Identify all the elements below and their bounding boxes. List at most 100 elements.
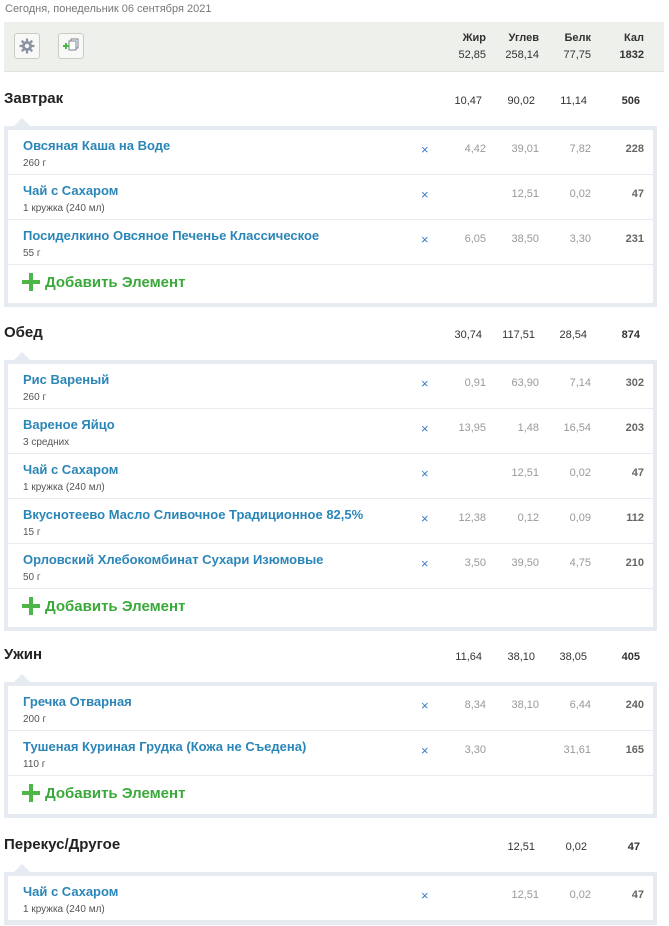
food-portion: 3 средних — [23, 437, 70, 448]
food-protein: 6,44 — [569, 699, 591, 711]
protein-total: 77,75 — [563, 49, 591, 61]
meal-items-box: Чай с Сахаром 1 кружка (240 мл) × 12,51 0,02… — [4, 872, 657, 925]
food-calories: 203 — [625, 422, 644, 434]
meal-title: Завтрак — [4, 90, 64, 107]
food-name-link[interactable]: Чай с Сахаром — [23, 884, 119, 899]
delete-icon[interactable]: × — [421, 466, 429, 481]
calories-header: Кал — [624, 32, 644, 44]
add-item-button[interactable]: Добавить Элемент — [8, 589, 653, 627]
gear-icon — [19, 38, 35, 54]
food-protein: 0,02 — [569, 889, 591, 901]
food-portion: 15 г — [23, 527, 41, 538]
settings-button[interactable] — [14, 33, 40, 59]
meal-protein-total: 28,54 — [559, 329, 587, 341]
meal-fat-total: 30,74 — [454, 329, 482, 341]
meal-protein-total: 0,02 — [565, 841, 587, 853]
meal-items-box: Рис Вареный 260 г × 0,91 63,90 7,14 302 Вареное… — [4, 360, 657, 631]
food-row: Овсяная Каша на Воде 260 г × 4,42 39,01 7,82 2… — [8, 130, 653, 175]
food-row: Чай с Сахаром 1 кружка (240 мл) × 12,51 0,02… — [8, 876, 653, 921]
food-carbs: 1,48 — [517, 422, 539, 434]
meal-calories-total: 874 — [621, 329, 640, 341]
delete-icon[interactable]: × — [421, 888, 429, 903]
food-calories: 210 — [625, 557, 644, 569]
food-name-link[interactable]: Рис Вареный — [23, 372, 110, 387]
meal-protein-total: 38,05 — [559, 651, 587, 663]
add-item-label: Добавить Элемент — [45, 598, 186, 615]
plus-icon — [22, 273, 40, 291]
food-name-link[interactable]: Орловский Хлебокомбинат Сухари Изюмовые — [23, 552, 324, 567]
meal-carbs-total: 12,51 — [507, 841, 535, 853]
food-row: Гречка Отварная 200 г × 8,34 38,10 6,44 240 — [8, 686, 653, 731]
food-calories: 240 — [625, 699, 644, 711]
protein-header: Белк — [564, 32, 591, 44]
food-fat: 4,42 — [464, 143, 486, 155]
food-name-link[interactable]: Чай с Сахаром — [23, 462, 119, 477]
food-fat: 6,05 — [464, 233, 486, 245]
meal-title: Перекус/Другое — [4, 836, 121, 853]
food-fat: 12,38 — [458, 512, 486, 524]
food-carbs: 12,51 — [511, 889, 539, 901]
food-row: Тушеная Куриная Грудка (Кожа не Съедена)… — [8, 731, 653, 776]
food-protein: 0,02 — [569, 188, 591, 200]
fat-total: 52,85 — [458, 49, 486, 61]
meal-pointer — [14, 352, 30, 360]
delete-icon[interactable]: × — [421, 743, 429, 758]
food-portion: 1 кружка (240 мл) — [23, 482, 105, 493]
food-calories: 47 — [631, 889, 644, 901]
copy-meal-button[interactable] — [58, 33, 84, 59]
food-name-link[interactable]: Вкуснотеево Масло Сливочное Традиционное… — [23, 507, 364, 522]
meal-fat-total: 10,47 — [454, 95, 482, 107]
delete-icon[interactable]: × — [421, 187, 429, 202]
carbs-total: 258,14 — [505, 49, 539, 61]
food-name-link[interactable]: Овсяная Каша на Воде — [23, 138, 171, 153]
food-row: Вкуснотеево Масло Сливочное Традиционное… — [8, 499, 653, 544]
food-portion: 260 г — [23, 158, 47, 169]
delete-icon[interactable]: × — [421, 142, 429, 157]
food-carbs: 12,51 — [511, 467, 539, 479]
food-name-link[interactable]: Вареное Яйцо — [23, 417, 115, 432]
food-protein: 3,30 — [569, 233, 591, 245]
meal-title: Обед — [4, 324, 43, 341]
meal-items-box: Овсяная Каша на Воде 260 г × 4,42 39,01 7,82 2… — [4, 126, 657, 307]
food-calories: 231 — [625, 233, 644, 245]
food-calories: 47 — [631, 467, 644, 479]
delete-icon[interactable]: × — [421, 698, 429, 713]
add-item-label: Добавить Элемент — [45, 785, 186, 802]
delete-icon[interactable]: × — [421, 511, 429, 526]
food-protein: 4,75 — [569, 557, 591, 569]
food-row: Посиделкино Овсяное Печенье Классическое… — [8, 220, 653, 265]
food-name-link[interactable]: Посиделкино Овсяное Печенье Классическое — [23, 228, 320, 243]
delete-icon[interactable]: × — [421, 421, 429, 436]
food-fat: 3,50 — [464, 557, 486, 569]
food-protein: 7,82 — [569, 143, 591, 155]
food-name-link[interactable]: Тушеная Куриная Грудка (Кожа не Съедена) — [23, 739, 307, 754]
meal-carbs-total: 117,51 — [502, 329, 535, 341]
food-row: Чай с Сахаром 1 кружка (240 мл) × 12,51 0,02… — [8, 454, 653, 499]
food-row: Чай с Сахаром 1 кружка (240 мл) × 12,51 0,02… — [8, 175, 653, 220]
food-carbs: 63,90 — [511, 377, 539, 389]
add-item-button[interactable]: Добавить Элемент — [8, 265, 653, 303]
food-protein: 16,54 — [563, 422, 591, 434]
add-item-button[interactable]: Добавить Элемент — [8, 776, 653, 814]
food-carbs: 39,50 — [511, 557, 539, 569]
food-name-link[interactable]: Гречка Отварная — [23, 694, 132, 709]
food-carbs: 38,10 — [511, 699, 539, 711]
food-name-link[interactable]: Чай с Сахаром — [23, 183, 119, 198]
food-carbs: 38,50 — [511, 233, 539, 245]
calories-total: 1832 — [619, 49, 644, 61]
delete-icon[interactable]: × — [421, 556, 429, 571]
date-label: Сегодня, понедельник 06 сентября 2021 — [5, 3, 212, 15]
meal-carbs-total: 90,02 — [507, 95, 535, 107]
meal-pointer — [14, 674, 30, 682]
food-protein: 0,02 — [569, 467, 591, 479]
food-portion: 260 г — [23, 392, 47, 403]
meal-protein-total: 11,14 — [560, 95, 587, 107]
delete-icon[interactable]: × — [421, 376, 429, 391]
food-portion: 55 г — [23, 248, 41, 259]
delete-icon[interactable]: × — [421, 232, 429, 247]
copy-add-icon — [63, 38, 79, 51]
food-carbs: 0,12 — [517, 512, 539, 524]
fat-header: Жир — [462, 32, 486, 44]
food-protein: 7,14 — [569, 377, 591, 389]
food-row: Вареное Яйцо 3 средних × 13,95 1,48 16,54 203 — [8, 409, 653, 454]
